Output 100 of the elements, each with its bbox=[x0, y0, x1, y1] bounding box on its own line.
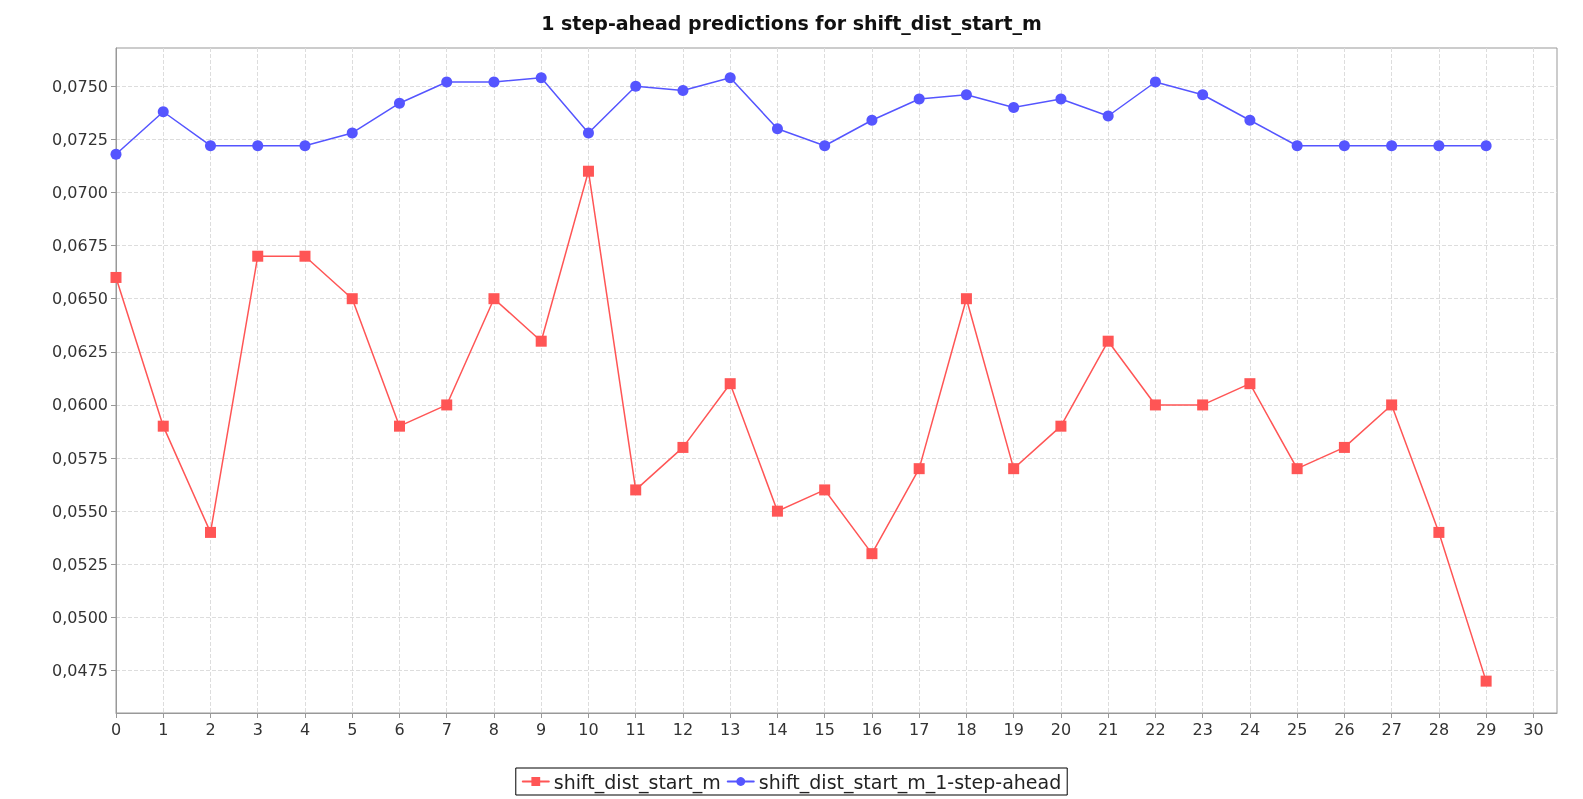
point bbox=[110, 271, 122, 283]
point bbox=[346, 293, 358, 305]
point bbox=[110, 148, 122, 160]
point bbox=[1244, 114, 1256, 126]
point bbox=[1386, 140, 1398, 152]
y-tick-label: 0,0625 bbox=[52, 342, 108, 362]
legend-label: shift_dist_start_m_1-step-ahead bbox=[758, 770, 1062, 794]
point bbox=[913, 463, 925, 475]
y-tick-label: 0,0500 bbox=[52, 607, 108, 627]
x-tick-label: 8 bbox=[488, 719, 500, 739]
point bbox=[1338, 441, 1350, 453]
x-tick-label: 11 bbox=[625, 719, 646, 739]
point bbox=[866, 548, 878, 560]
y-tick-label: 0,0550 bbox=[52, 501, 108, 521]
point bbox=[1008, 101, 1020, 113]
point bbox=[1244, 378, 1256, 390]
point bbox=[582, 165, 594, 177]
point bbox=[441, 76, 453, 88]
point bbox=[724, 72, 736, 84]
x-tick-label: 27 bbox=[1381, 719, 1402, 739]
x-tick-label: 28 bbox=[1428, 719, 1450, 739]
y-tick-label: 0,0475 bbox=[52, 661, 108, 681]
point bbox=[1291, 463, 1303, 475]
point bbox=[157, 420, 169, 432]
point bbox=[1197, 89, 1209, 101]
y-tick-label: 0,0650 bbox=[52, 289, 108, 309]
point bbox=[771, 505, 783, 517]
x-tick-label: 2 bbox=[205, 719, 216, 739]
point bbox=[1291, 140, 1303, 152]
point bbox=[1008, 463, 1020, 475]
point bbox=[204, 526, 216, 538]
x-tick-label: 24 bbox=[1239, 719, 1261, 739]
x-tick-label: 26 bbox=[1334, 719, 1355, 739]
y-tick-label: 0,0725 bbox=[52, 129, 108, 149]
point bbox=[913, 93, 925, 105]
x-tick-label: 1 bbox=[158, 719, 169, 739]
point bbox=[1433, 140, 1445, 152]
point bbox=[724, 378, 736, 390]
chart-title: 1 step-ahead predictions for shift_dist_start_m bbox=[541, 11, 1042, 35]
point bbox=[960, 89, 972, 101]
point bbox=[1102, 110, 1114, 122]
x-tick-label: 20 bbox=[1050, 719, 1072, 739]
point bbox=[960, 293, 972, 305]
x-tick-label: 14 bbox=[767, 719, 788, 739]
point bbox=[819, 484, 831, 496]
point bbox=[252, 250, 264, 262]
y-tick-label: 0,0700 bbox=[52, 182, 108, 202]
y-tick-label: 0,0525 bbox=[52, 554, 108, 574]
point bbox=[535, 72, 547, 84]
point bbox=[630, 80, 642, 92]
y-tick-label: 0,0675 bbox=[52, 236, 108, 256]
x-tick-label: 6 bbox=[394, 719, 405, 739]
point bbox=[1149, 76, 1161, 88]
point bbox=[393, 97, 405, 109]
point bbox=[677, 84, 689, 96]
point bbox=[1480, 675, 1492, 687]
point bbox=[866, 114, 878, 126]
point bbox=[1055, 93, 1067, 105]
point bbox=[488, 293, 500, 305]
x-tick-label: 3 bbox=[252, 719, 263, 739]
point bbox=[1102, 335, 1114, 347]
x-tick-label: 21 bbox=[1097, 719, 1119, 739]
x-tick-label: 7 bbox=[441, 719, 452, 739]
x-tick-label: 13 bbox=[720, 719, 741, 739]
point bbox=[535, 335, 547, 347]
x-tick-label: 23 bbox=[1192, 719, 1213, 739]
point bbox=[1433, 526, 1445, 538]
x-tick-label: 18 bbox=[956, 719, 977, 739]
x-tick-label: 22 bbox=[1145, 719, 1166, 739]
point bbox=[157, 106, 169, 118]
x-tick-label: 17 bbox=[909, 719, 930, 739]
x-tick-label: 10 bbox=[578, 719, 599, 739]
x-tick-label: 19 bbox=[1003, 719, 1024, 739]
x-tick-label: 25 bbox=[1286, 719, 1308, 739]
x-tick-label: 29 bbox=[1475, 719, 1497, 739]
point bbox=[630, 484, 642, 496]
point bbox=[819, 140, 831, 152]
x-tick-label: 12 bbox=[672, 719, 694, 739]
point bbox=[205, 140, 216, 152]
x-tick-label: 30 bbox=[1523, 719, 1544, 739]
point bbox=[771, 123, 783, 135]
point bbox=[677, 441, 689, 453]
point bbox=[1386, 399, 1398, 411]
point bbox=[1338, 140, 1350, 152]
point bbox=[346, 127, 358, 139]
point bbox=[393, 420, 405, 432]
y-tick-label: 0,0750 bbox=[52, 76, 108, 96]
point bbox=[1149, 399, 1161, 411]
point bbox=[299, 140, 311, 152]
point bbox=[1480, 140, 1492, 152]
y-tick-label: 0,0575 bbox=[52, 448, 108, 468]
x-tick-label: 15 bbox=[814, 719, 835, 739]
point bbox=[1197, 399, 1209, 411]
y-tick-label: 0,0600 bbox=[52, 395, 108, 415]
x-tick-label: 16 bbox=[861, 719, 883, 739]
x-tick-label: 4 bbox=[299, 719, 311, 739]
x-tick-label: 0 bbox=[110, 719, 122, 739]
x-tick-label: 9 bbox=[536, 719, 547, 739]
point bbox=[1055, 420, 1067, 432]
point bbox=[582, 127, 594, 139]
